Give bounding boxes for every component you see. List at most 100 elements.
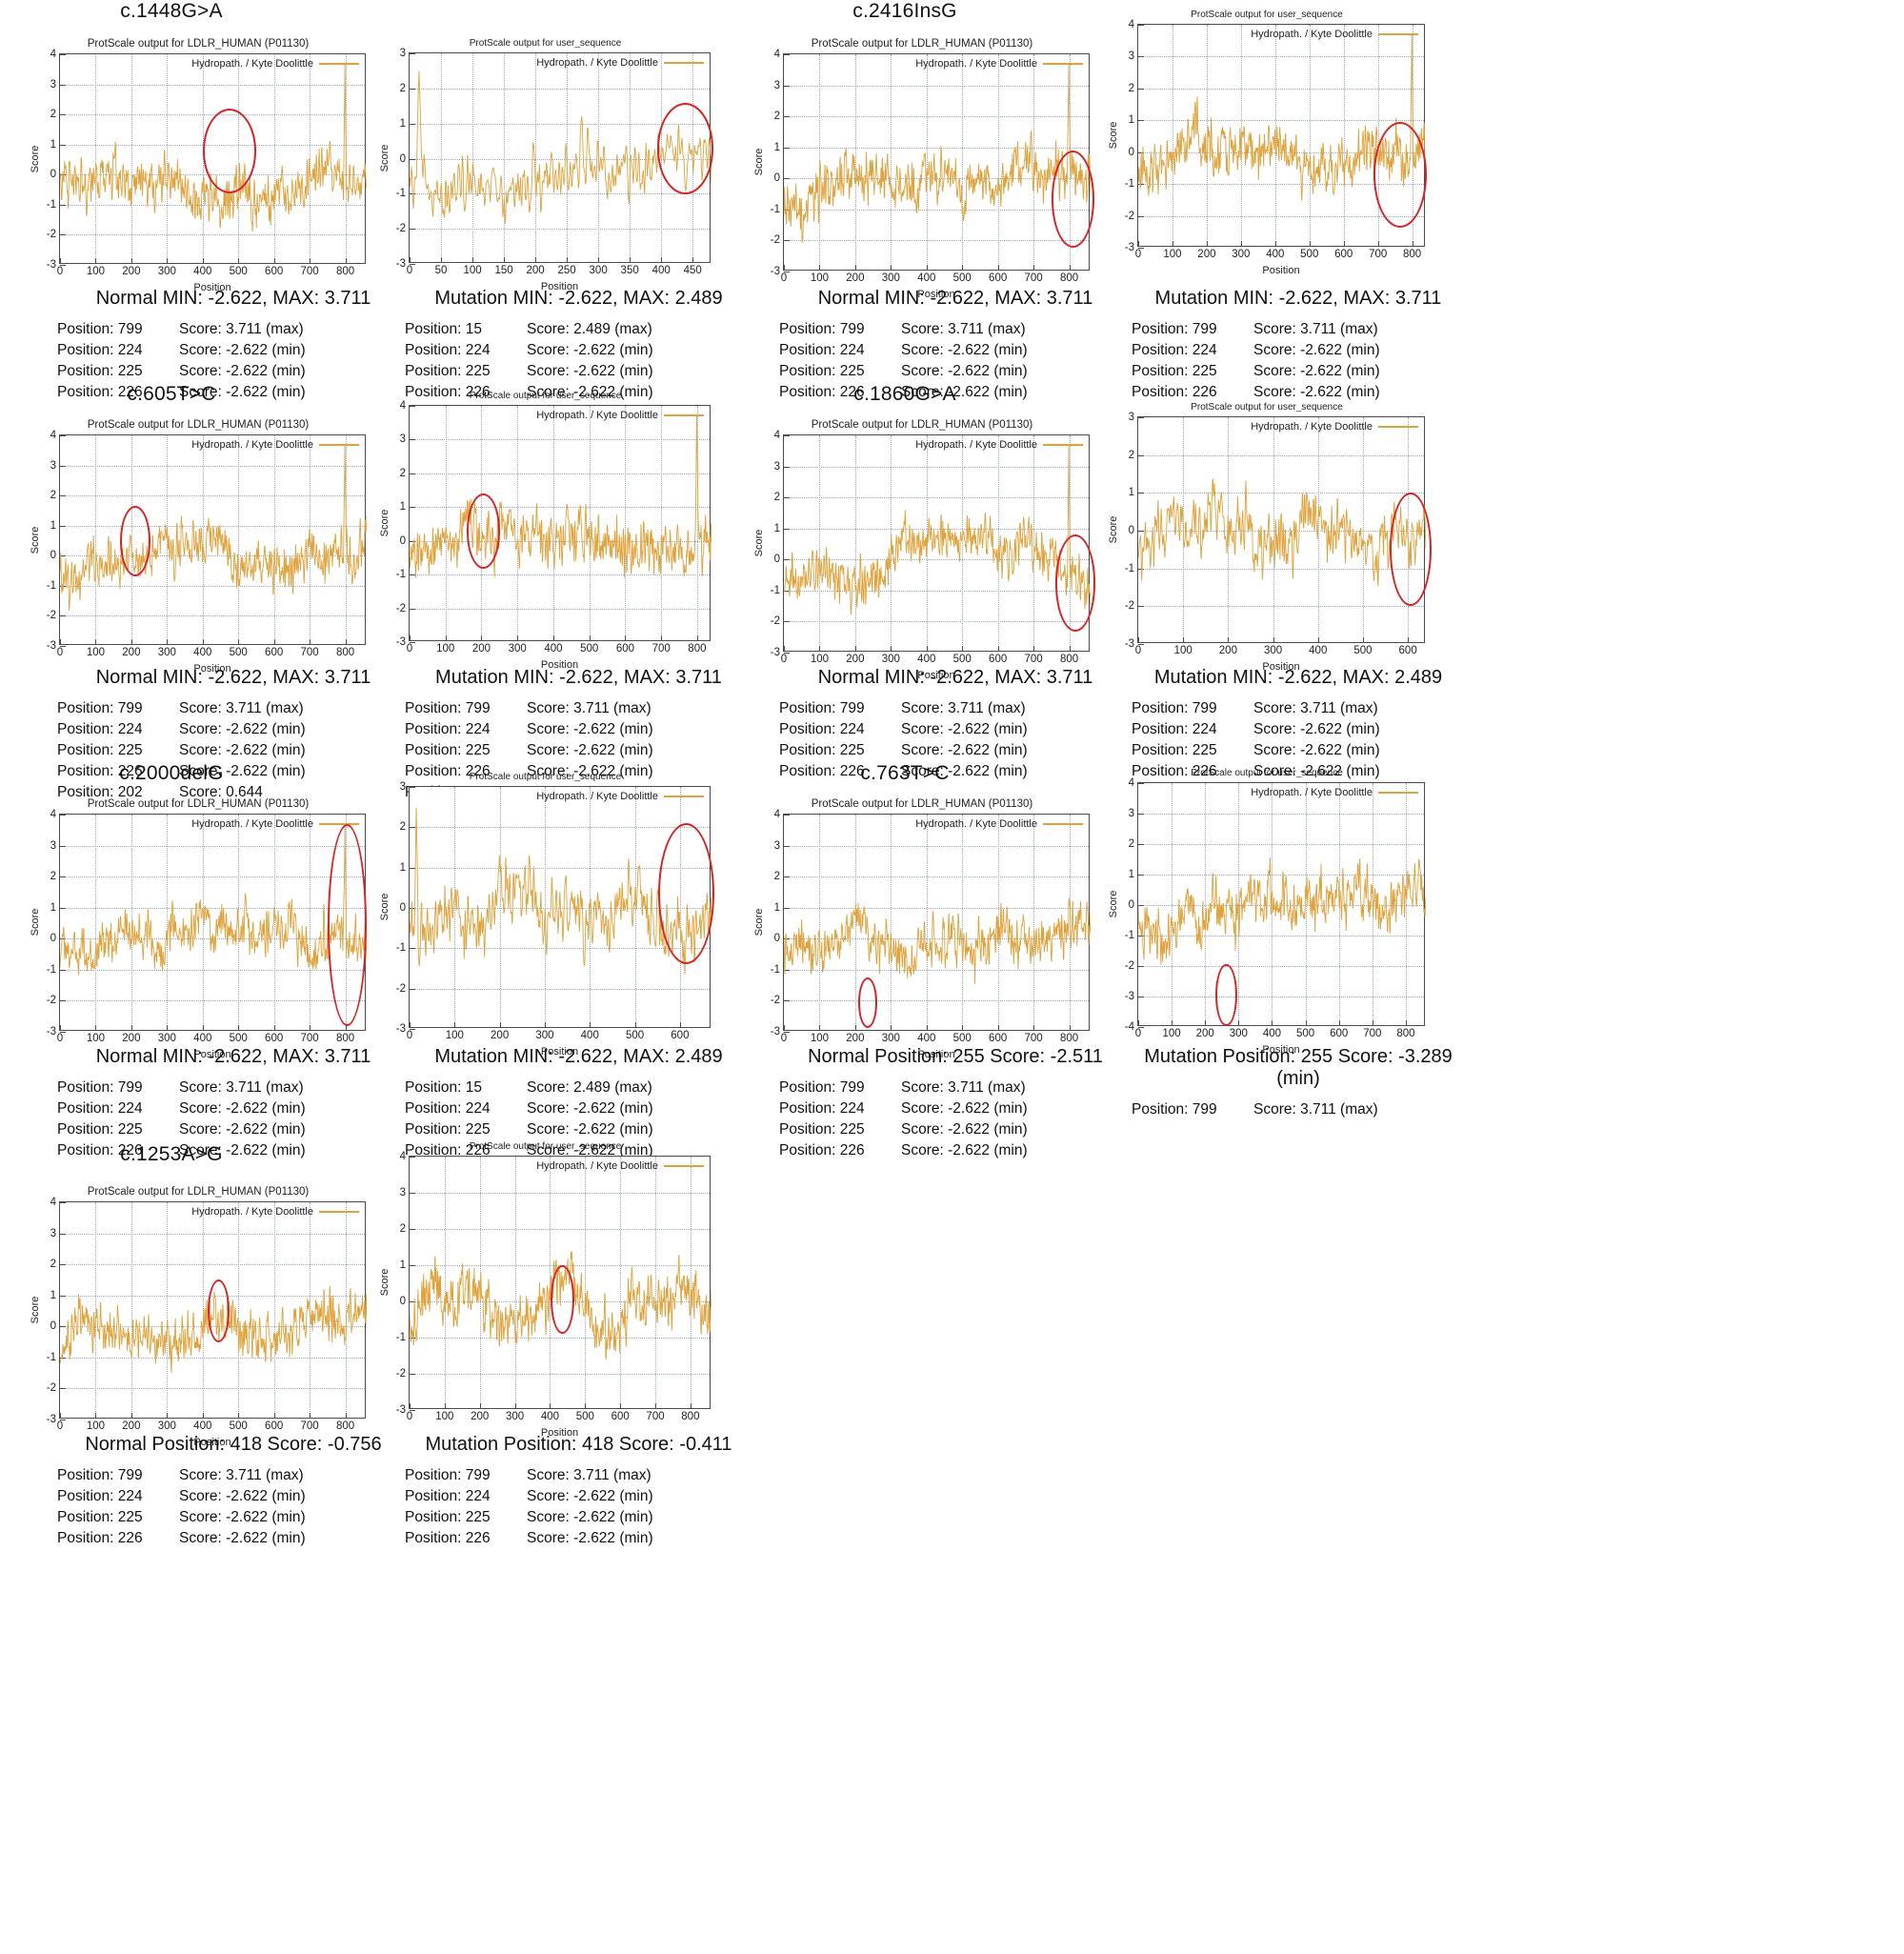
x-tick-label: 0: [1134, 249, 1142, 260]
y-tick-mark: [60, 525, 66, 527]
score-value: Score: 3.711 (max): [179, 1079, 304, 1096]
plot-frame: -3 -2 -1 0 1 2 3 4 0 100 200 300 400 500 600 700 800 Hydr…: [771, 49, 1094, 284]
gridline-horizontal: [784, 559, 1089, 561]
x-tick-mark: [273, 258, 275, 263]
x-tick-mark: [1309, 241, 1311, 246]
y-tick-label: 2: [773, 492, 780, 504]
y-tick-mark: [410, 507, 415, 509]
position-value: Position: 226: [405, 763, 491, 779]
x-tick-label: 700: [1369, 249, 1388, 260]
y-tick-mark: [784, 116, 790, 118]
x-tick-mark: [552, 635, 554, 640]
protscale-chart: ProtScale output for user_sequence Score -…: [376, 772, 715, 1058]
gridline-vertical: [819, 815, 821, 1030]
x-axis-label: Position: [540, 1427, 579, 1439]
y-tick-mark: [60, 204, 66, 206]
y-tick-label: 4: [50, 49, 56, 60]
y-tick-mark: [784, 969, 790, 971]
score-value: Score: -2.622 (min): [179, 363, 306, 379]
x-tick-label: 600: [989, 272, 1008, 284]
x-tick-mark: [544, 1022, 546, 1027]
position-score-row: Position: 224 Score: -2.622 (min): [779, 719, 1132, 740]
y-tick-mark: [1138, 644, 1144, 645]
y-tick-mark: [784, 528, 790, 530]
x-tick-label: 100: [435, 1411, 454, 1422]
gridline-vertical: [589, 406, 591, 640]
chart-title: ProtScale output for user_sequence: [469, 391, 622, 401]
stats-summary: Mutation MIN: -2.622, MAX: 2.489: [434, 288, 723, 309]
y-tick-label: 2: [1128, 449, 1134, 461]
gridline-horizontal: [784, 147, 1089, 150]
score-value: Score: -2.622 (min): [179, 742, 306, 758]
y-tick-mark: [410, 158, 415, 160]
y-tick-mark: [410, 88, 415, 90]
gridline-horizontal: [1138, 88, 1424, 91]
gridline-vertical: [310, 54, 311, 263]
position-score-list: Position: 799 Score: 3.711 (max) Position:…: [1132, 319, 1465, 403]
x-tick-mark: [95, 1413, 97, 1418]
x-tick-mark: [1138, 637, 1139, 642]
x-tick-mark: [997, 265, 999, 270]
position-value: Position: 225: [57, 1509, 143, 1525]
gridline-horizontal: [60, 1000, 365, 1002]
x-tick-label: 500: [1353, 645, 1373, 656]
y-tick-mark: [410, 1374, 415, 1375]
x-tick-mark: [1206, 241, 1208, 246]
x-tick-mark: [444, 1403, 446, 1408]
plot-frame: -3 -2 -1 0 1 2 3 0 100 200 300 400 500 600 Hydropath. …: [396, 781, 715, 1041]
x-tick-mark: [997, 646, 999, 651]
stats-block: Normal MIN: -2.622, MAX: 3.711 Position: …: [57, 1037, 410, 1161]
x-tick-label: 200: [122, 266, 141, 277]
panel-c605TC-mutation: ProtScale output for user_sequence Score -…: [376, 391, 714, 671]
stats-block: Mutation Position: 418 Score: -0.411 Posi…: [405, 1424, 752, 1549]
position-score-row: Position: 224 Score: -2.622 (min): [405, 719, 752, 740]
y-tick-mark: [410, 1229, 415, 1230]
score-value: Score: -2.622 (min): [901, 1121, 1028, 1138]
y-tick-mark: [60, 555, 66, 557]
chart-legend: Hydropath. / Kyte Doolittle: [536, 410, 704, 421]
score-value: Score: -2.622 (min): [527, 342, 653, 358]
chart-legend: Hydropath. / Kyte Doolittle: [1251, 29, 1418, 40]
y-tick-mark: [60, 465, 66, 467]
gridline-vertical: [273, 435, 276, 644]
x-axis-label: Position: [193, 663, 231, 675]
y-tick-label: -1: [395, 942, 406, 955]
x-tick-mark: [273, 1025, 275, 1030]
x-tick-mark: [1138, 241, 1139, 246]
x-tick-mark: [95, 639, 97, 644]
x-tick-label: 100: [436, 643, 455, 655]
x-tick-mark: [891, 1025, 892, 1030]
x-tick-mark: [238, 1025, 240, 1030]
y-axis-label: Score: [1108, 515, 1119, 544]
hydropathy-trace: [60, 1285, 367, 1373]
x-tick-mark: [167, 1025, 169, 1030]
x-tick-label: 300: [535, 1030, 554, 1041]
position-score-row: Position: 224 Score: -2.622 (min): [57, 719, 410, 740]
x-tick-label: 400: [193, 1420, 212, 1432]
score-value: Score: 3.711 (max): [527, 700, 651, 716]
hydropathy-trace: [410, 1251, 711, 1360]
plot-area: Score -3 -2 -1 0 1 2 3 4 0 100 200 300 400 500 600 700 80…: [1105, 19, 1429, 276]
legend-label: Hydropath. / Kyte Doolittle: [536, 57, 658, 69]
x-tick-mark: [410, 1022, 411, 1027]
position-value: Position: 225: [405, 363, 491, 379]
gridline-vertical: [891, 815, 892, 1030]
chart-legend: Hydropath. / Kyte Doolittle: [915, 58, 1083, 70]
x-tick-mark: [854, 265, 856, 270]
y-tick-mark: [1138, 454, 1144, 456]
x-tick-label: 0: [406, 1411, 413, 1422]
gridline-vertical: [962, 435, 964, 651]
y-tick-label: 4: [399, 1151, 406, 1162]
chart-legend: Hydropath. / Kyte Doolittle: [191, 1206, 359, 1218]
plot-area: Score -3 -2 -1 0 1 2 3 4 0 100 200 300 400 500 600 700 80…: [27, 1197, 370, 1448]
x-tick-mark: [130, 258, 132, 263]
y-tick-mark: [784, 559, 790, 561]
gridline-horizontal: [1138, 56, 1424, 58]
gridline-horizontal: [1138, 875, 1424, 876]
gridline-horizontal: [410, 827, 710, 829]
gridline-vertical: [273, 1202, 276, 1418]
x-tick-mark: [1405, 1020, 1407, 1025]
gridline-vertical: [1273, 417, 1275, 642]
y-tick-mark: [784, 907, 790, 909]
position-score-row: Position: 225 Score: -2.622 (min): [405, 1119, 752, 1140]
